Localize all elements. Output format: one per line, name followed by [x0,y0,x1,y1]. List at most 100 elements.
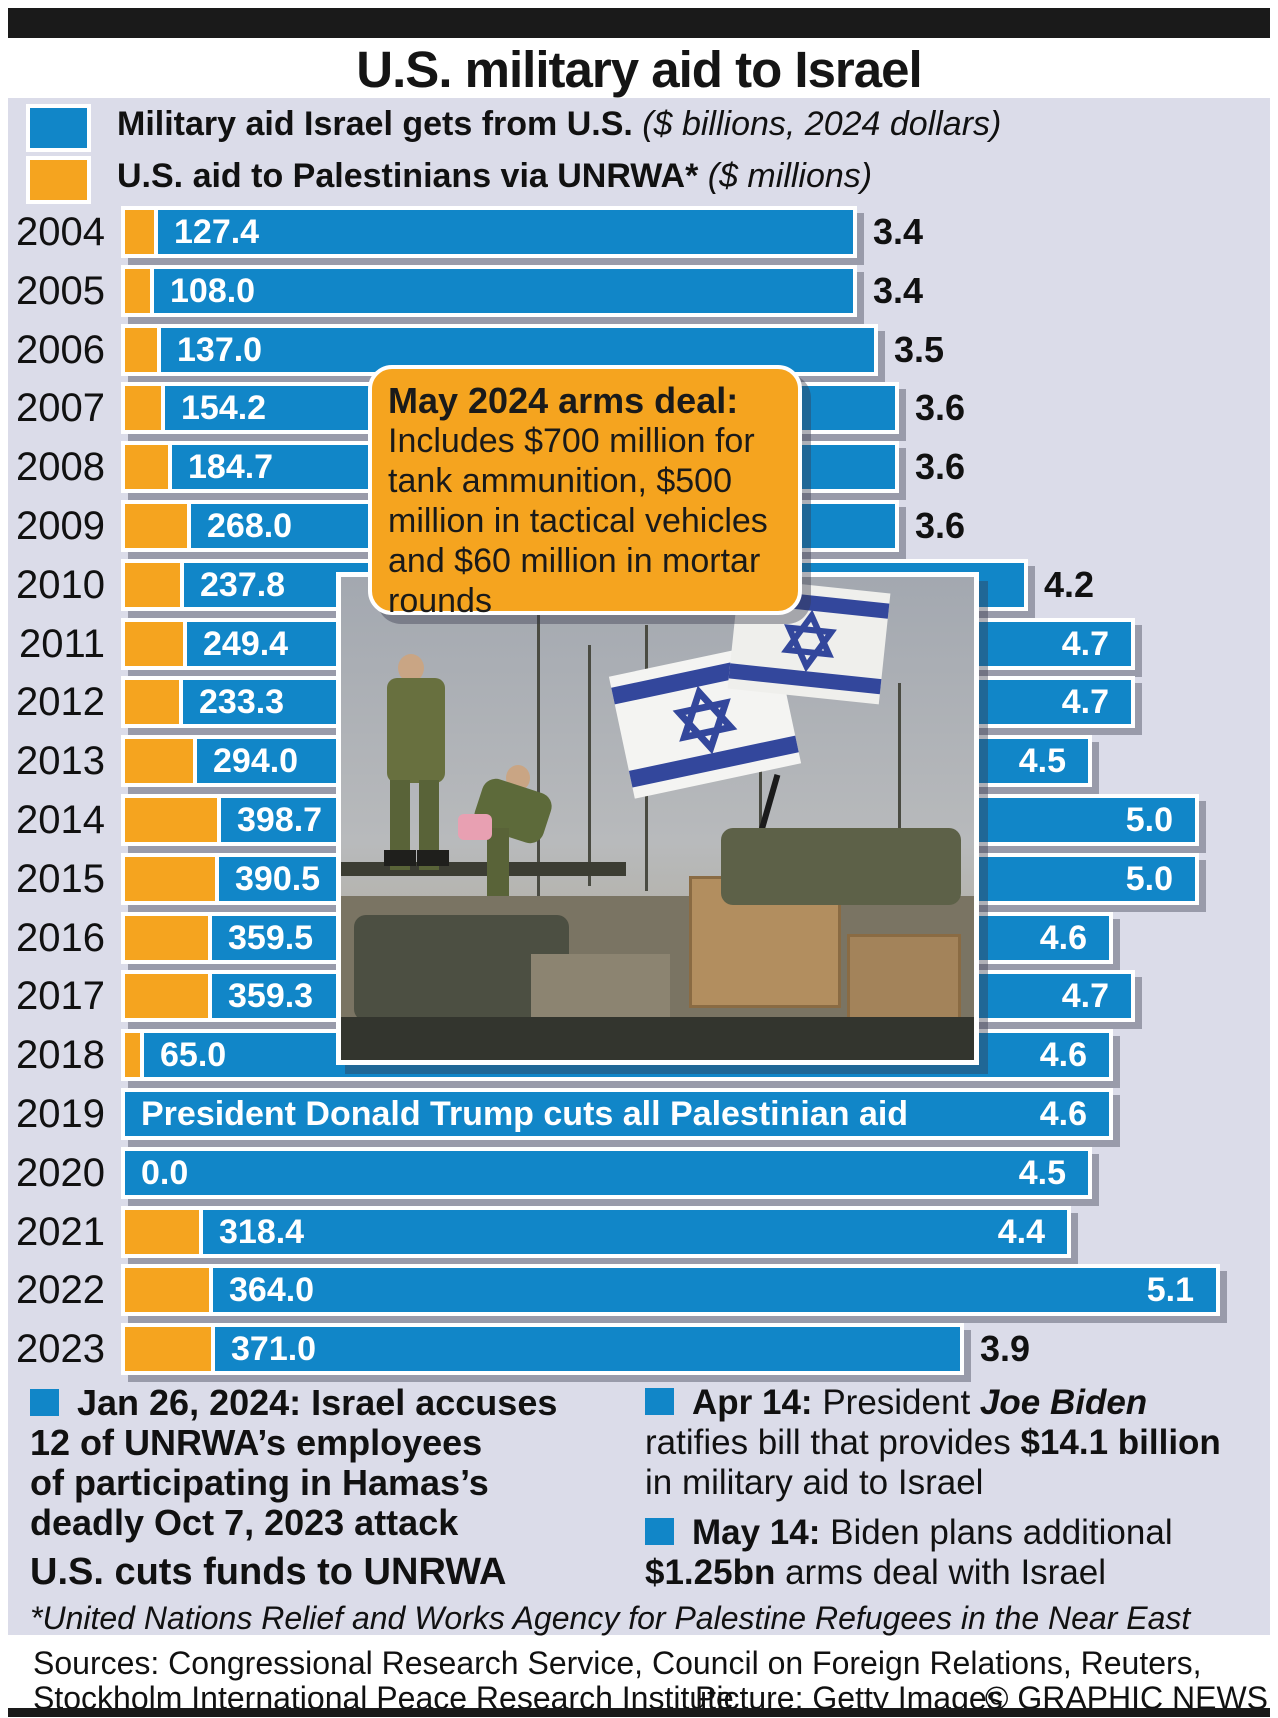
legend-item-unrwa-aid: U.S. aid to Palestinians via UNRWA* ($ m… [117,152,872,200]
year-label: 2016 [16,916,105,960]
note-text-segment: $14.1 billion [1020,1423,1221,1462]
unrwa-value-label: 398.7 [237,801,323,839]
bar-row-2019: 2019 President Donald Trump cuts all Pale… [0,1088,1278,1140]
top-rule [8,8,1270,38]
unrwa-value-label: 294.0 [213,742,299,780]
trump-cuts-aid-annotation: President Donald Trump cuts all Palestin… [141,1095,909,1133]
unrwa-aid-bar [121,970,212,1022]
antenna [587,644,591,887]
unrwa-aid-bar [121,382,165,434]
photo-israeli-soldiers-flags [336,572,979,1065]
military-aid-value-label: 4.7 [1061,683,1109,721]
year-label: 2008 [16,445,105,489]
year-label: 2013 [16,739,105,783]
callout-title: May 2024 arms deal: [388,380,739,421]
unrwa-value-label: 127.4 [174,213,260,251]
unrwa-value-label: 108.0 [170,272,256,310]
soldier-figure [386,678,445,784]
year-label: 2022 [16,1268,105,1312]
unrwa-aid-bar [121,618,187,670]
unrwa-value-label: 364.0 [229,1271,315,1309]
unrwa-value-label: 137.0 [177,331,263,369]
soldier-figure [416,849,449,866]
unrwa-aid-bar [121,1206,203,1258]
unrwa-value-label: 359.5 [228,919,314,957]
legend-swatch-military-aid [26,104,91,152]
year-label: 2015 [16,857,105,901]
military-aid-value-label: 4.7 [1061,977,1109,1015]
blue-square-bullet [645,1518,674,1545]
sources-line1: Sources: Congressional Research Service,… [33,1645,1202,1681]
unrwa-aid-bar [121,559,184,611]
note-jan-26: Jan 26, 2024: Israel accuses 12 of UNRWA’… [30,1382,558,1543]
soldier-figure [419,779,440,870]
unrwa-aid-bar [121,1264,213,1316]
military-aid-bar [121,265,857,317]
unrwa-aid-bar [121,853,219,905]
bar-row-2021: 2021 318.4 4.4 [0,1206,1278,1258]
callout-may-2024-arms-deal: May 2024 arms deal: Includes $700 millio… [368,365,802,620]
unrwa-value-label: 249.4 [203,625,289,663]
year-label: 2009 [16,504,105,548]
year-label: 2023 [16,1327,105,1371]
unrwa-value-label: 65.0 [160,1036,227,1074]
note-text-segment: Apr 14: [692,1383,823,1422]
year-label: 2011 [18,622,105,666]
year-label: 2020 [16,1151,105,1195]
note-text-segment: Joe Biden [979,1383,1148,1422]
military-aid-value-label: 4.5 [1018,742,1066,780]
bar-row-2004: 2004 127.4 3.4 [0,206,1278,258]
legend-note: ($ billions, 2024 dollars) [632,105,1002,143]
unrwa-aid-bar [121,794,221,846]
unrwa-aid-bar [121,324,161,376]
year-label: 2012 [16,680,105,724]
unrwa-value-label: 154.2 [181,389,267,427]
legend-note: ($ millions) [698,157,873,195]
military-aid-value-label: 5.1 [1146,1271,1194,1309]
year-label: 2018 [16,1033,105,1077]
antenna [537,605,541,896]
military-aid-value-label: 4.7 [1061,625,1109,663]
blue-square-bullet [645,1388,674,1415]
crate [847,934,961,1028]
military-aid-value-label: 4.6 [1039,1036,1087,1074]
year-label: 2010 [16,563,105,607]
tarp [720,828,962,906]
unrwa-aid-bar [121,1323,215,1375]
unrwa-aid-bar [121,912,212,964]
unrwa-value-label: 233.3 [199,683,285,721]
military-aid-value-label: 4.4 [997,1213,1045,1251]
unrwa-value-label: 0.0 [141,1154,189,1192]
pink-bag [458,813,493,840]
note-text-segment: President [822,1383,980,1422]
unrwa-value-label: 359.3 [228,977,314,1015]
note-text-segment: $1.25bn [645,1553,776,1592]
military-aid-bar [121,1088,1113,1140]
note-apr-14: Apr 14: President Joe Biden ratifies bill… [645,1383,1265,1503]
soldier-figure [397,654,424,683]
soldier-figure [384,849,417,866]
note-text-segment: in military aid to Israel [645,1463,984,1502]
legend-label: Military aid Israel gets from U.S. [117,105,633,143]
military-aid-bar [121,1206,1071,1258]
unrwa-value-label: 268.0 [207,507,293,545]
year-label: 2017 [16,974,105,1018]
military-aid-value-label: 4.2 [1044,564,1095,605]
antenna [898,683,902,877]
vehicle-tracks [341,1016,974,1060]
unrwa-aid-bar [121,265,154,317]
blue-square-bullet [30,1389,59,1416]
bar-row-2022: 2022 364.0 5.1 [0,1264,1278,1316]
military-aid-value-label: 3.4 [873,270,924,311]
unrwa-aid-bar [121,735,197,787]
year-label: 2005 [16,269,105,313]
legend-label: U.S. aid to Palestinians via UNRWA* [117,157,699,195]
unrwa-aid-bar [121,441,172,493]
footnote-unrwa: *United Nations Relief and Works Agency … [30,1600,1191,1636]
note-us-cuts-funds: U.S. cuts funds to UNRWA [30,1551,507,1593]
unrwa-value-label: 184.7 [188,448,274,486]
unrwa-aid-bar [121,676,183,728]
military-aid-value-label: 3.6 [915,505,966,546]
year-label: 2004 [16,210,105,254]
